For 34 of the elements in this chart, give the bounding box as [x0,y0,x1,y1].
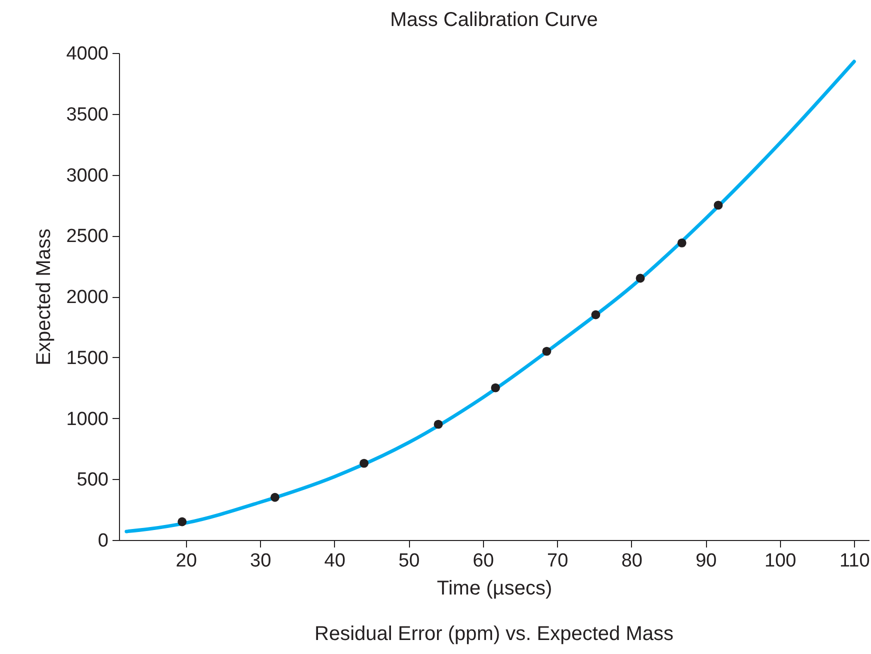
point [178,517,187,526]
chart-title: Mass Calibration Curve [390,9,598,31]
point [270,492,280,502]
x-tick-label: 90 [696,550,717,572]
point [542,346,552,356]
y-tick-label: 2000 [66,287,108,308]
point [714,200,723,210]
point [434,420,443,429]
x-tick-label: 40 [324,550,346,572]
x-axis-title: Time (µsecs) [436,578,552,600]
x-tick-label: 50 [398,550,420,572]
x-tick-label: 30 [250,550,272,572]
x-tick-label: 100 [764,550,796,572]
point [636,274,645,283]
y-tick-label: 1000 [66,408,108,430]
line-series [124,60,856,534]
y-tick-label: 500 [76,470,108,491]
x-tick-label: 110 [840,550,870,572]
y-tick-label: 3000 [66,165,108,186]
x-tick-label: 20 [176,550,197,572]
point [491,383,500,392]
x-tick-label: 80 [621,550,642,572]
text: Residual Error (ppm) vs. Expected Mass [314,623,674,645]
y-tick-label: 0 [98,530,108,552]
y-tick-label: 1500 [66,348,108,369]
y-tick-label: 4000 [66,44,108,64]
x-tick-label: 60 [472,550,494,572]
point [677,238,686,248]
y-tick-label: 3500 [66,104,108,126]
y-tick-label: 2500 [66,226,108,248]
y-axis-title: Expected Mass [33,228,56,366]
x-tick-label: 70 [547,550,568,572]
point [591,310,600,320]
point [360,458,369,468]
